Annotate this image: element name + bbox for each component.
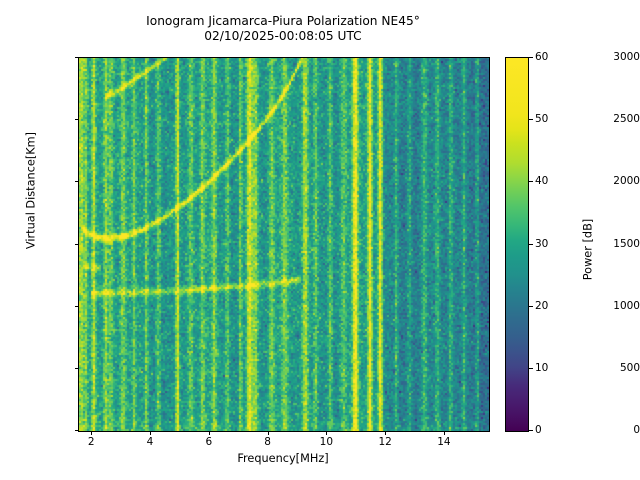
x-tick-label: 2 bbox=[87, 436, 95, 448]
x-tick-mark bbox=[443, 431, 445, 435]
colorbar-tick-label: 60 bbox=[535, 51, 549, 63]
colorbar-tick-label: 10 bbox=[535, 361, 549, 374]
colorbar-tick-label: 0 bbox=[535, 424, 542, 436]
ionogram-heatmap bbox=[79, 58, 489, 431]
x-tick-label: 6 bbox=[205, 436, 213, 448]
x-tick-mark bbox=[150, 431, 151, 435]
y-tick-mark bbox=[74, 430, 78, 431]
y-tick-mark bbox=[74, 367, 78, 369]
colorbar-tick-mark bbox=[529, 119, 533, 121]
x-tick-label: 12 bbox=[378, 436, 392, 448]
y-tick-label: 0 bbox=[633, 424, 640, 436]
colorbar-tick-mark bbox=[529, 57, 533, 58]
x-tick-mark bbox=[267, 431, 269, 435]
y-tick-label: 2500 bbox=[613, 113, 640, 126]
colorbar-tick-mark bbox=[529, 367, 533, 369]
y-axis-label: Virtual Distance[Km] bbox=[24, 131, 38, 250]
x-tick-label: 8 bbox=[264, 436, 271, 448]
y-tick-mark bbox=[74, 119, 78, 121]
colorbar-tick-label: 40 bbox=[535, 175, 549, 188]
x-axis-label: Frequency[MHz] bbox=[237, 452, 329, 465]
colorbar-label: Power [dB] bbox=[581, 218, 595, 281]
x-tick-mark bbox=[326, 431, 328, 435]
colorbar-tick-mark bbox=[529, 430, 533, 431]
colorbar-gradient bbox=[506, 58, 528, 431]
x-tick-mark bbox=[208, 431, 210, 435]
y-tick-mark bbox=[74, 243, 78, 245]
colorbar bbox=[505, 57, 529, 432]
figure-title: Ionogram Jicamarca-Piura Polarization NE… bbox=[146, 14, 420, 43]
y-tick-label: 500 bbox=[619, 361, 640, 374]
colorbar-tick-label: 50 bbox=[535, 113, 549, 126]
y-tick-label: 2000 bbox=[613, 175, 640, 188]
colorbar-tick-mark bbox=[529, 243, 533, 245]
y-tick-mark bbox=[74, 181, 78, 183]
colorbar-tick-label: 20 bbox=[535, 299, 549, 312]
x-tick-label: 4 bbox=[146, 436, 154, 448]
y-tick-mark bbox=[74, 305, 78, 307]
x-tick-mark bbox=[385, 431, 387, 435]
y-tick-label: 1000 bbox=[613, 299, 640, 312]
x-tick-label: 14 bbox=[437, 436, 451, 448]
y-tick-mark bbox=[74, 57, 78, 58]
colorbar-tick-label: 30 bbox=[535, 237, 549, 250]
x-tick-mark bbox=[91, 431, 93, 435]
ionogram-axes bbox=[78, 57, 490, 432]
y-tick-label: 1500 bbox=[613, 237, 640, 250]
x-tick-label: 10 bbox=[319, 436, 334, 448]
colorbar-tick-mark bbox=[529, 181, 533, 183]
y-tick-label: 3000 bbox=[613, 51, 640, 63]
colorbar-tick-mark bbox=[529, 305, 533, 307]
